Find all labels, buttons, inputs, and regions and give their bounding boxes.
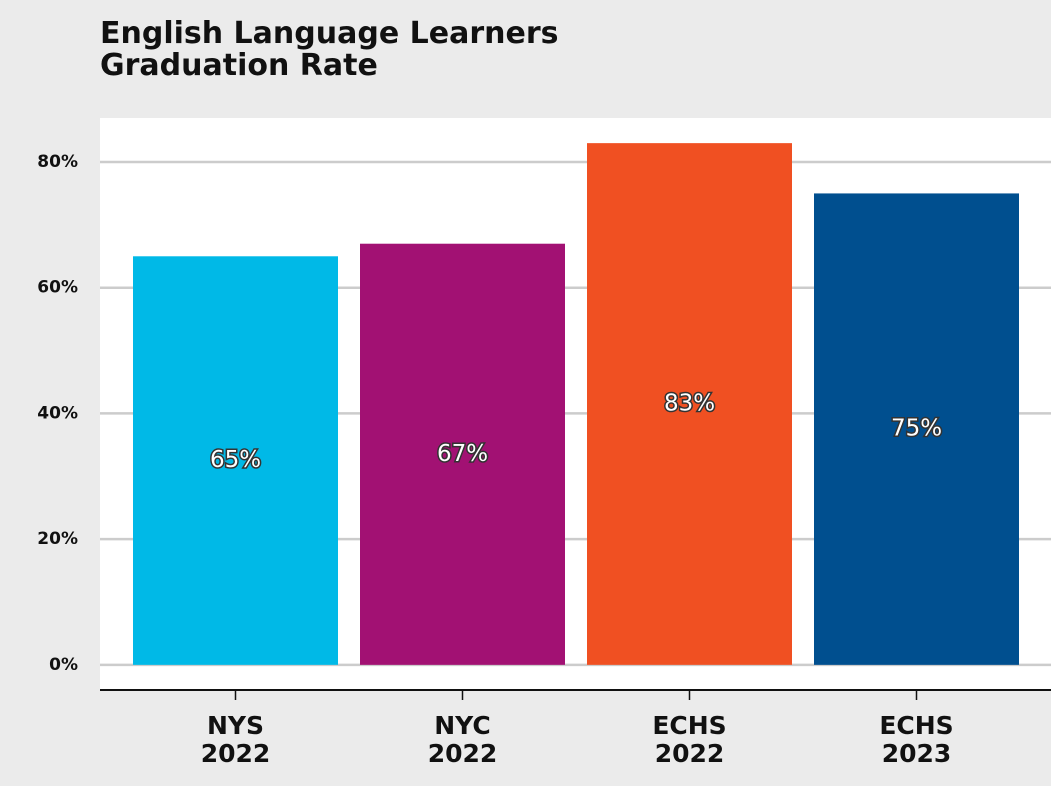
y-tick-label: 20% bbox=[37, 529, 78, 549]
x-tick-label: ECHS 2023 bbox=[879, 711, 954, 768]
bar bbox=[587, 143, 792, 665]
bar bbox=[133, 256, 338, 665]
value-label: 75% bbox=[891, 416, 942, 442]
bar bbox=[814, 193, 1019, 665]
bar bbox=[360, 243, 565, 665]
x-tick-label: NYS 2022 bbox=[200, 711, 271, 768]
value-label: 67% bbox=[437, 441, 488, 467]
chart-title: English Language Learners Graduation Rat… bbox=[100, 16, 559, 83]
y-tick-label: 40% bbox=[37, 403, 78, 423]
x-tick-label: NYC 2022 bbox=[427, 711, 498, 768]
y-tick-label: 0% bbox=[49, 655, 78, 675]
value-label: 83% bbox=[664, 391, 715, 417]
x-tick-label: ECHS 2022 bbox=[652, 711, 727, 768]
y-tick-label: 80% bbox=[37, 152, 78, 172]
value-label: 65% bbox=[210, 447, 261, 473]
y-tick-label: 60% bbox=[37, 278, 78, 298]
